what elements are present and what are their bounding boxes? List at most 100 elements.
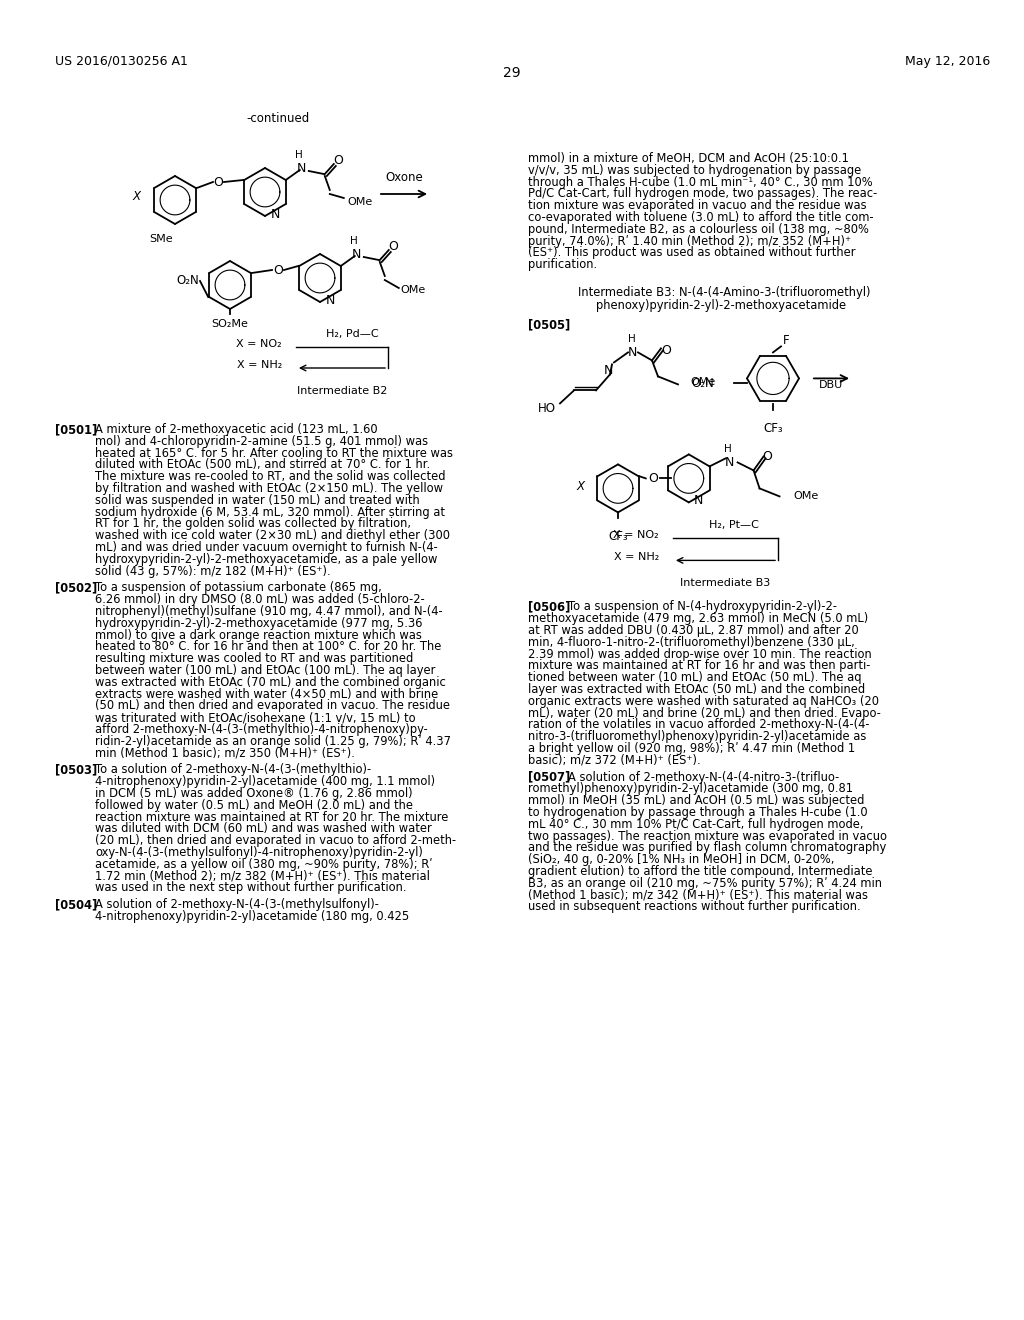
Text: CF₃: CF₃ [608, 531, 628, 544]
Text: O: O [213, 176, 223, 189]
Text: min, 4-fluoro-1-nitro-2-(trifluoromethyl)benzene (330 μL,: min, 4-fluoro-1-nitro-2-(trifluoromethyl… [528, 636, 855, 649]
Text: v/v/v, 35 mL) was subjected to hydrogenation by passage: v/v/v, 35 mL) was subjected to hydrogena… [528, 164, 861, 177]
Text: followed by water (0.5 mL) and MeOH (2.0 mL) and the: followed by water (0.5 mL) and MeOH (2.0… [95, 799, 413, 812]
Text: A solution of 2-methoxy-N-(4-(4-nitro-3-(trifluo-: A solution of 2-methoxy-N-(4-(4-nitro-3-… [568, 771, 840, 784]
Text: two passages). The reaction mixture was evaporated in vacuo: two passages). The reaction mixture was … [528, 829, 887, 842]
Text: extracts were washed with water (4×50 mL) and with brine: extracts were washed with water (4×50 mL… [95, 688, 438, 701]
Text: hydroxypyridin-2-yl)-2-methoxyacetamide (977 mg, 5.36: hydroxypyridin-2-yl)-2-methoxyacetamide … [95, 616, 423, 630]
Text: OMe: OMe [794, 491, 819, 502]
Text: phenoxy)pyridin-2-yl)-2-methoxyacetamide: phenoxy)pyridin-2-yl)-2-methoxyacetamide [596, 298, 846, 312]
Text: through a Thales H-cube (1.0 mL min⁻¹, 40° C., 30 mm 10%: through a Thales H-cube (1.0 mL min⁻¹, 4… [528, 176, 872, 189]
Text: Pd/C Cat-Cart, full hydrogen mode, two passages). The reac-: Pd/C Cat-Cart, full hydrogen mode, two p… [528, 187, 878, 201]
Text: [0501]: [0501] [55, 422, 97, 436]
Text: N: N [270, 207, 280, 220]
Text: co-evaporated with toluene (3.0 mL) to afford the title com-: co-evaporated with toluene (3.0 mL) to a… [528, 211, 873, 224]
Text: diluted with EtOAc (500 mL), and stirred at 70° C. for 1 hr.: diluted with EtOAc (500 mL), and stirred… [95, 458, 430, 471]
Text: X = NO₂: X = NO₂ [613, 531, 659, 540]
Text: solid (43 g, 57%): m/z 182 (M+H)⁺ (ES⁺).: solid (43 g, 57%): m/z 182 (M+H)⁺ (ES⁺). [95, 565, 331, 578]
Text: SO₂Me: SO₂Me [212, 319, 249, 329]
Text: by filtration and washed with EtOAc (2×150 mL). The yellow: by filtration and washed with EtOAc (2×1… [95, 482, 443, 495]
Text: heated to 80° C. for 16 hr and then at 100° C. for 20 hr. The: heated to 80° C. for 16 hr and then at 1… [95, 640, 441, 653]
Text: to hydrogenation by passage through a Thales H-cube (1.0: to hydrogenation by passage through a Th… [528, 807, 867, 818]
Text: [0506]: [0506] [528, 601, 570, 614]
Text: in DCM (5 mL) was added Oxone® (1.76 g, 2.86 mmol): in DCM (5 mL) was added Oxone® (1.76 g, … [95, 787, 413, 800]
Text: H: H [350, 236, 357, 246]
Text: N: N [694, 494, 703, 507]
Text: [0505]: [0505] [528, 318, 570, 331]
Text: N: N [326, 293, 335, 306]
Text: heated at 165° C. for 5 hr. After cooling to RT the mixture was: heated at 165° C. for 5 hr. After coolin… [95, 446, 453, 459]
Text: O: O [648, 473, 657, 484]
Text: O₂N: O₂N [691, 378, 714, 389]
Text: X = NH₂: X = NH₂ [237, 360, 282, 370]
Text: X: X [133, 190, 141, 202]
Text: -continued: -continued [247, 112, 309, 125]
Text: and the residue was purified by flash column chromatography: and the residue was purified by flash co… [528, 841, 886, 854]
Text: mmol) to give a dark orange reaction mixture which was: mmol) to give a dark orange reaction mix… [95, 628, 422, 642]
Text: The mixture was re-cooled to RT, and the solid was collected: The mixture was re-cooled to RT, and the… [95, 470, 445, 483]
Text: acetamide, as a yellow oil (380 mg, ~90% purity, 78%); Rʹ: acetamide, as a yellow oil (380 mg, ~90%… [95, 858, 432, 871]
Text: 4-nitrophenoxy)pyridin-2-yl)acetamide (400 mg, 1.1 mmol): 4-nitrophenoxy)pyridin-2-yl)acetamide (4… [95, 775, 435, 788]
Text: H: H [724, 445, 731, 454]
Text: X = NH₂: X = NH₂ [613, 552, 659, 562]
Text: HO: HO [538, 401, 556, 414]
Text: B3, as an orange oil (210 mg, ~75% purity 57%); Rʹ 4.24 min: B3, as an orange oil (210 mg, ~75% purit… [528, 876, 882, 890]
Text: O: O [273, 264, 283, 276]
Text: at RT was added DBU (0.430 μL, 2.87 mmol) and after 20: at RT was added DBU (0.430 μL, 2.87 mmol… [528, 624, 859, 638]
Text: (Method 1 basic); m/z 342 (M+H)⁺ (ES⁺). This material was: (Method 1 basic); m/z 342 (M+H)⁺ (ES⁺). … [528, 888, 868, 902]
Text: OMe: OMe [690, 378, 715, 387]
Text: purity, 74.0%); Rʹ 1.40 min (Method 2); m/z 352 (M+H)⁺: purity, 74.0%); Rʹ 1.40 min (Method 2); … [528, 235, 851, 248]
Text: 2.39 mmol) was added drop-wise over 10 min. The reaction: 2.39 mmol) was added drop-wise over 10 m… [528, 648, 871, 660]
Text: Oxone: Oxone [385, 172, 423, 183]
Text: OMe: OMe [347, 197, 373, 207]
Text: DBU: DBU [819, 380, 844, 391]
Text: Intermediate B3: N-(4-(4-Amino-3-(trifluoromethyl): Intermediate B3: N-(4-(4-Amino-3-(triflu… [578, 286, 870, 300]
Text: H₂, Pt—C: H₂, Pt—C [709, 520, 759, 531]
Text: Intermediate B2: Intermediate B2 [297, 385, 387, 396]
Text: purification.: purification. [528, 259, 597, 271]
Text: mmol) in a mixture of MeOH, DCM and AcOH (25:10:0.1: mmol) in a mixture of MeOH, DCM and AcOH… [528, 152, 849, 165]
Text: hydroxypyridin-2-yl)-2-methoxyacetamide, as a pale yellow: hydroxypyridin-2-yl)-2-methoxyacetamide,… [95, 553, 437, 566]
Text: Intermediate B3: Intermediate B3 [680, 578, 771, 589]
Text: O: O [333, 153, 343, 166]
Text: was extracted with EtOAc (70 mL) and the combined organic: was extracted with EtOAc (70 mL) and the… [95, 676, 445, 689]
Text: CF₃: CF₃ [763, 422, 782, 436]
Text: O₂N: O₂N [176, 275, 199, 288]
Text: (20 mL), then dried and evaporated in vacuo to afford 2-meth-: (20 mL), then dried and evaporated in va… [95, 834, 456, 847]
Text: washed with ice cold water (2×30 mL) and diethyl ether (300: washed with ice cold water (2×30 mL) and… [95, 529, 450, 543]
Text: N: N [352, 248, 361, 260]
Text: H: H [295, 150, 303, 160]
Text: pound, Intermediate B2, as a colourless oil (138 mg, ~80%: pound, Intermediate B2, as a colourless … [528, 223, 869, 236]
Text: [0502]: [0502] [55, 581, 97, 594]
Text: methoxyacetamide (479 mg, 2.63 mmol) in MeCN (5.0 mL): methoxyacetamide (479 mg, 2.63 mmol) in … [528, 612, 868, 626]
Text: To a suspension of N-(4-hydroxypyridin-2-yl)-2-: To a suspension of N-(4-hydroxypyridin-2… [568, 601, 837, 614]
Text: 1.72 min (Method 2); m/z 382 (M+H)⁺ (ES⁺). This material: 1.72 min (Method 2); m/z 382 (M+H)⁺ (ES⁺… [95, 870, 430, 883]
Text: (50 mL) and then dried and evaporated in vacuo. The residue: (50 mL) and then dried and evaporated in… [95, 700, 450, 713]
Text: X: X [575, 480, 584, 492]
Text: 6.26 mmol) in dry DMSO (8.0 mL) was added (5-chloro-2-: 6.26 mmol) in dry DMSO (8.0 mL) was adde… [95, 593, 425, 606]
Text: To a solution of 2-methoxy-N-(4-(3-(methylthio)-: To a solution of 2-methoxy-N-(4-(3-(meth… [95, 763, 371, 776]
Text: oxy-N-(4-(3-(methylsulfonyl)-4-nitrophenoxy)pyridin-2-yl): oxy-N-(4-(3-(methylsulfonyl)-4-nitrophen… [95, 846, 423, 859]
Text: nitro-3-(trifluoromethyl)phenoxy)pyridin-2-yl)acetamide as: nitro-3-(trifluoromethyl)phenoxy)pyridin… [528, 730, 866, 743]
Text: X = NO₂: X = NO₂ [237, 339, 282, 348]
Text: was triturated with EtOAc/isohexane (1:1 v/v, 15 mL) to: was triturated with EtOAc/isohexane (1:1… [95, 711, 416, 725]
Text: sodium hydroxide (6 M, 53.4 mL, 320 mmol). After stirring at: sodium hydroxide (6 M, 53.4 mL, 320 mmol… [95, 506, 445, 519]
Text: reaction mixture was maintained at RT for 20 hr. The mixture: reaction mixture was maintained at RT fo… [95, 810, 449, 824]
Text: a bright yellow oil (920 mg, 98%); Rʹ 4.47 min (Method 1: a bright yellow oil (920 mg, 98%); Rʹ 4.… [528, 742, 855, 755]
Text: mL 40° C., 30 mm 10% Pt/C Cat-Cart, full hydrogen mode,: mL 40° C., 30 mm 10% Pt/C Cat-Cart, full… [528, 818, 863, 830]
Text: US 2016/0130256 A1: US 2016/0130256 A1 [55, 55, 187, 69]
Text: ridin-2-yl)acetamide as an orange solid (1.25 g, 79%); Rʹ 4.37: ridin-2-yl)acetamide as an orange solid … [95, 735, 451, 748]
Text: 4-nitrophenoxy)pyridin-2-yl)acetamide (180 mg, 0.425: 4-nitrophenoxy)pyridin-2-yl)acetamide (1… [95, 909, 410, 923]
Text: afford 2-methoxy-N-(4-(3-(methylthio)-4-nitrophenoxy)py-: afford 2-methoxy-N-(4-(3-(methylthio)-4-… [95, 723, 428, 737]
Text: mol) and 4-chloropyridin-2-amine (51.5 g, 401 mmol) was: mol) and 4-chloropyridin-2-amine (51.5 g… [95, 434, 428, 447]
Text: [0503]: [0503] [55, 763, 97, 776]
Text: gradient elution) to afford the title compound, Intermediate: gradient elution) to afford the title co… [528, 865, 872, 878]
Text: ration of the volatiles in vacuo afforded 2-methoxy-N-(4-(4-: ration of the volatiles in vacuo afforde… [528, 718, 869, 731]
Text: O: O [662, 345, 671, 356]
Text: between water (100 mL) and EtOAc (100 mL). The aq layer: between water (100 mL) and EtOAc (100 mL… [95, 664, 435, 677]
Text: O: O [388, 239, 397, 252]
Text: mL) and was dried under vacuum overnight to furnish N-(4-: mL) and was dried under vacuum overnight… [95, 541, 437, 554]
Text: used in subsequent reactions without further purification.: used in subsequent reactions without fur… [528, 900, 860, 913]
Text: O: O [763, 450, 772, 463]
Text: basic); m/z 372 (M+H)⁺ (ES⁺).: basic); m/z 372 (M+H)⁺ (ES⁺). [528, 754, 700, 767]
